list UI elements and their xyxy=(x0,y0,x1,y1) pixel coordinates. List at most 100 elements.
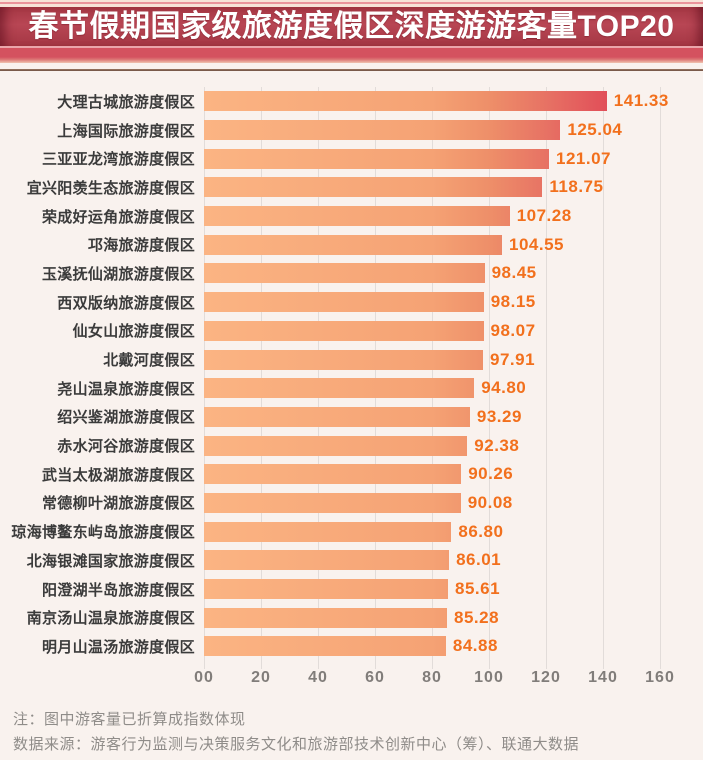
table-row: 阳澄湖半岛旅游度假区 85.61 xyxy=(0,575,703,604)
bar xyxy=(204,320,484,341)
value-label: 98.07 xyxy=(490,320,536,340)
category-label: 琼海博鳌东屿岛旅游度假区 xyxy=(11,524,195,542)
bar-area: 121.07 xyxy=(204,148,703,169)
category-label: 北戴河度假区 xyxy=(103,352,195,370)
value-label: 97.91 xyxy=(490,349,536,369)
bar xyxy=(204,521,452,542)
category-label: 常德柳叶湖旅游度假区 xyxy=(41,495,195,513)
table-row: 尧山温泉旅游度假区 94.80 xyxy=(0,374,703,403)
x-axis: 00 20 40 60 80 100 120 140 160 xyxy=(0,667,703,691)
table-row: 大理古城旅游度假区 141.33 xyxy=(0,87,703,116)
bar xyxy=(204,234,502,255)
bar-area: 85.61 xyxy=(204,579,703,600)
table-row: 绍兴鉴湖旅游度假区 93.29 xyxy=(0,403,703,432)
bar xyxy=(204,292,484,313)
source-line: 数据来源：游客行为监测与决策服务文化和旅游部技术创新中心（筹）、联通大数据 xyxy=(13,735,580,753)
category-label: 明月山温汤旅游度假区 xyxy=(41,638,195,656)
bar xyxy=(204,492,461,513)
category-label: 赤水河谷旅游度假区 xyxy=(57,438,195,456)
bar-area: 94.80 xyxy=(204,378,703,399)
bar-area: 86.01 xyxy=(204,550,703,571)
table-row: 武当太极湖旅游度假区 90.26 xyxy=(0,460,703,489)
category-label: 上海国际旅游度假区 xyxy=(57,122,195,140)
value-label: 125.04 xyxy=(567,120,623,140)
bar-area: 98.45 xyxy=(204,263,703,284)
table-row: 宜兴阳羡生态旅游度假区 118.75 xyxy=(0,173,703,202)
category-label: 阳澄湖半岛旅游度假区 xyxy=(41,581,195,599)
value-label: 86.80 xyxy=(458,521,504,541)
note-line: 注：图中游客量已折算成指数体现 xyxy=(13,710,246,728)
bar-rows: 大理古城旅游度假区 141.33 上海国际旅游度假区 125.04 三亚亚龙湾旅… xyxy=(0,87,703,661)
bar xyxy=(204,607,447,628)
bar-area: 84.88 xyxy=(204,636,703,657)
value-label: 141.33 xyxy=(613,91,669,111)
table-row: 北海银滩国家旅游度假区 86.01 xyxy=(0,546,703,575)
x-tick-label: 20 xyxy=(251,668,271,686)
header-title-band: 春节假期国家级旅游度假区深度游游客量TOP20 xyxy=(0,7,703,46)
value-label: 107.28 xyxy=(516,206,572,226)
bar-area: 86.80 xyxy=(204,521,703,542)
bar xyxy=(204,550,450,571)
x-tick-label: 160 xyxy=(645,668,675,686)
value-label: 121.07 xyxy=(556,148,611,168)
bar-area: 85.28 xyxy=(204,607,703,628)
header-separator xyxy=(0,46,703,48)
bar xyxy=(204,177,543,198)
bar xyxy=(204,120,561,141)
value-label: 85.28 xyxy=(454,607,500,627)
bar-area: 98.15 xyxy=(204,292,703,313)
bar xyxy=(204,579,448,600)
table-row: 玉溪抚仙湖旅游度假区 98.45 xyxy=(0,259,703,288)
table-row: 常德柳叶湖旅游度假区 90.08 xyxy=(0,489,703,518)
table-row: 南京汤山温泉旅游度假区 85.28 xyxy=(0,603,703,632)
value-label: 93.29 xyxy=(476,406,522,426)
bar-area: 90.08 xyxy=(204,492,703,513)
bar xyxy=(204,148,549,169)
value-label: 85.61 xyxy=(455,579,501,599)
x-tick-label: 120 xyxy=(531,668,561,686)
category-label: 绍兴鉴湖旅游度假区 xyxy=(57,409,195,427)
value-label: 98.15 xyxy=(490,292,536,312)
x-tick-label: 40 xyxy=(308,668,328,686)
table-row: 北戴河度假区 97.91 xyxy=(0,345,703,374)
bar xyxy=(204,406,470,427)
value-label: 118.75 xyxy=(549,177,604,197)
page-title: 春节假期国家级旅游度假区深度游游客量TOP20 xyxy=(28,10,675,43)
table-row: 仙女山旅游度假区 98.07 xyxy=(0,317,703,346)
bar-area: 104.55 xyxy=(204,234,703,255)
category-label: 荣成好运角旅游度假区 xyxy=(41,208,195,226)
bar-area: 92.38 xyxy=(204,435,703,456)
x-tick-label: 80 xyxy=(422,668,442,686)
table-row: 明月山温汤旅游度假区 84.88 xyxy=(0,632,703,661)
bar xyxy=(204,464,462,485)
x-tick-label: 60 xyxy=(365,668,385,686)
bar-area: 90.26 xyxy=(204,464,703,485)
category-label: 武当太极湖旅游度假区 xyxy=(41,466,195,484)
table-row: 琼海博鳌东屿岛旅游度假区 86.80 xyxy=(0,517,703,546)
x-tick-label: 100 xyxy=(474,668,504,686)
category-label: 北海银滩国家旅游度假区 xyxy=(26,552,195,570)
category-label: 玉溪抚仙湖旅游度假区 xyxy=(41,265,195,283)
x-tick-label: 00 xyxy=(194,668,214,686)
value-label: 84.88 xyxy=(452,636,498,656)
value-label: 94.80 xyxy=(481,378,527,398)
bar-area: 98.07 xyxy=(204,320,703,341)
bar-area: 107.28 xyxy=(204,206,703,227)
category-label: 尧山温泉旅游度假区 xyxy=(57,380,195,398)
header-gap xyxy=(0,63,703,69)
table-row: 荣成好运角旅游度假区 107.28 xyxy=(0,202,703,231)
category-label: 大理古城旅游度假区 xyxy=(57,93,195,111)
table-row: 上海国际旅游度假区 125.04 xyxy=(0,116,703,145)
x-tick-label: 140 xyxy=(588,668,618,686)
bar-area: 125.04 xyxy=(204,120,703,141)
bar-area: 118.75 xyxy=(204,177,703,198)
bar xyxy=(204,636,446,657)
bar-area: 97.91 xyxy=(204,349,703,370)
value-label: 90.08 xyxy=(467,492,513,512)
chart-notes: 注：图中游客量已折算成指数体现 数据来源：游客行为监测与决策服务文化和旅游部技术… xyxy=(0,707,703,757)
table-row: 赤水河谷旅游度假区 92.38 xyxy=(0,431,703,460)
category-label: 南京汤山温泉旅游度假区 xyxy=(26,610,195,628)
bar xyxy=(204,435,468,456)
header-top-strip xyxy=(0,0,703,7)
value-label: 90.26 xyxy=(468,464,514,484)
